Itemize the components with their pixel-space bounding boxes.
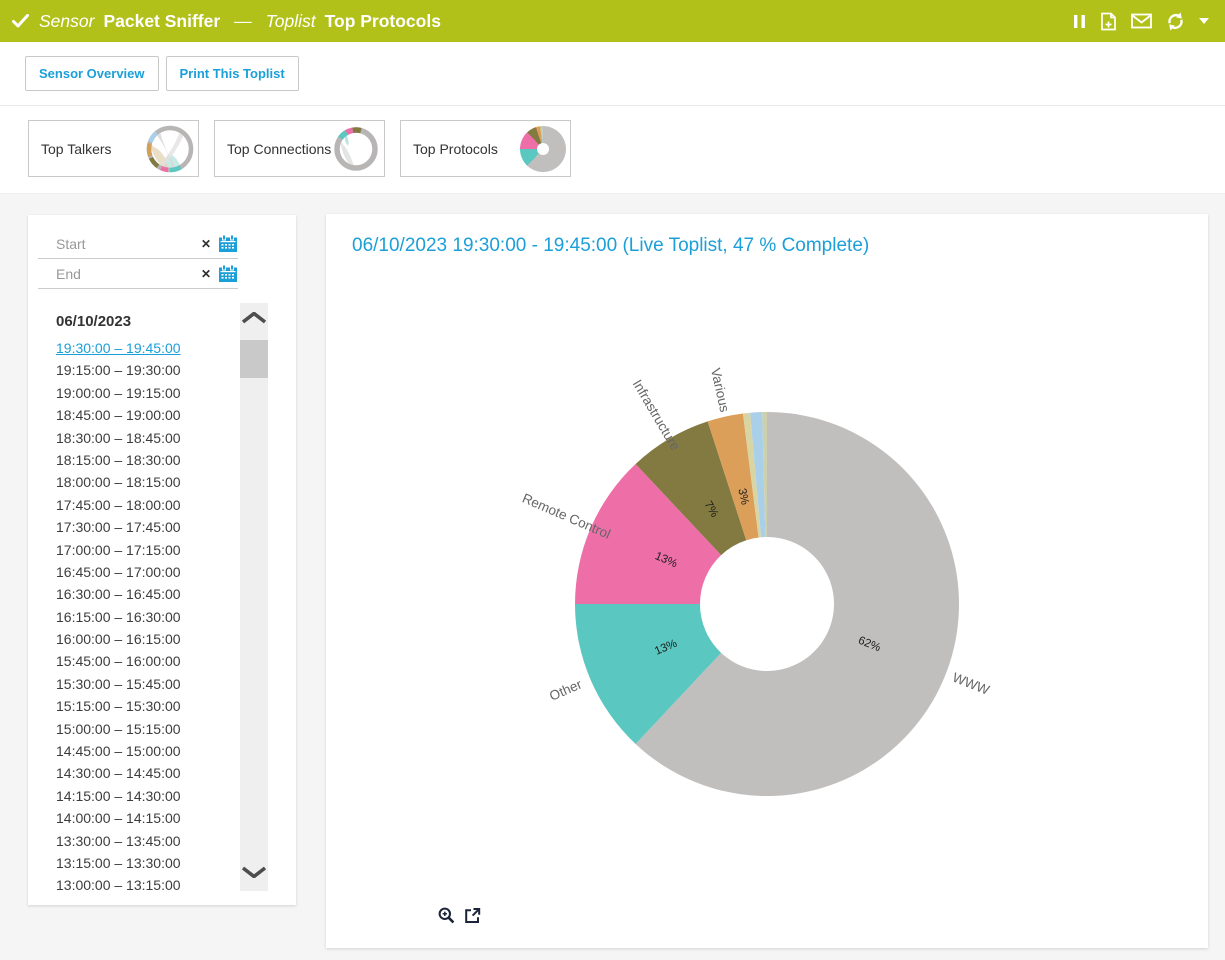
protocols-pie-icon	[520, 126, 566, 172]
interval-sidebar: Start ✕ End ✕	[28, 215, 296, 905]
report-icon[interactable]	[1099, 12, 1118, 31]
header-icon-group	[1074, 11, 1209, 32]
scroll-up-icon[interactable]	[241, 311, 267, 329]
calendar-icon[interactable]	[218, 235, 238, 253]
toolbar: Sensor Overview Print This Toplist	[0, 42, 1225, 106]
tab-label: Top Connections	[227, 141, 331, 157]
calendar-icon[interactable]	[218, 265, 238, 283]
sensor-name: Packet Sniffer	[103, 11, 220, 32]
app-header: Sensor Packet Sniffer — Toplist Top Prot…	[0, 0, 1225, 42]
donut-segment-name-label: Other	[547, 676, 584, 703]
pause-icon[interactable]	[1074, 14, 1086, 29]
toplist-label: Toplist	[266, 11, 316, 32]
sensor-overview-button[interactable]: Sensor Overview	[25, 56, 159, 91]
sensor-label: Sensor	[39, 11, 94, 32]
chord-diagram-icon	[146, 125, 194, 173]
toplist-tabs: Top Talkers Top Connections	[0, 106, 1225, 194]
tab-top-connections[interactable]: Top Connections	[214, 120, 385, 177]
protocol-donut-chart: 62%WWW13%Other13%Remote Control7%Infrast…	[326, 214, 1208, 948]
donut-segment-name-label: Infrastructure	[630, 377, 683, 453]
end-date-field[interactable]: End ✕	[38, 259, 238, 289]
header-separator: —	[234, 11, 252, 32]
toplist-chart-panel: 06/10/2023 19:30:00 - 19:45:00 (Live Top…	[326, 214, 1208, 948]
scroll-thumb[interactable]	[240, 340, 268, 378]
donut-segment-name-label: Various	[708, 367, 732, 414]
content-area: Start ✕ End ✕	[0, 194, 1225, 960]
caret-down-icon[interactable]	[1199, 18, 1209, 24]
zoom-in-icon[interactable]	[438, 907, 455, 924]
chart-actions	[438, 907, 481, 924]
donut-segment-name-label: WWW	[950, 670, 991, 698]
start-date-field[interactable]: Start ✕	[38, 229, 238, 259]
tab-label: Top Talkers	[41, 141, 112, 157]
email-icon[interactable]	[1131, 13, 1152, 29]
sensor-ok-check-icon	[12, 14, 29, 28]
end-placeholder: End	[56, 266, 201, 282]
interval-scrollbar[interactable]	[240, 303, 268, 891]
tab-top-talkers[interactable]: Top Talkers	[28, 120, 199, 177]
start-placeholder: Start	[56, 236, 201, 252]
print-toplist-button[interactable]: Print This Toplist	[166, 56, 299, 91]
scroll-down-icon[interactable]	[241, 865, 267, 883]
toplist-name: Top Protocols	[325, 11, 441, 32]
tab-label: Top Protocols	[413, 141, 498, 157]
clear-start-icon[interactable]: ✕	[201, 238, 211, 250]
refresh-icon[interactable]	[1165, 11, 1186, 32]
clear-end-icon[interactable]: ✕	[201, 268, 211, 280]
tab-top-protocols[interactable]: Top Protocols	[400, 120, 571, 177]
open-external-icon[interactable]	[464, 907, 481, 924]
connections-ring-icon	[332, 125, 380, 173]
